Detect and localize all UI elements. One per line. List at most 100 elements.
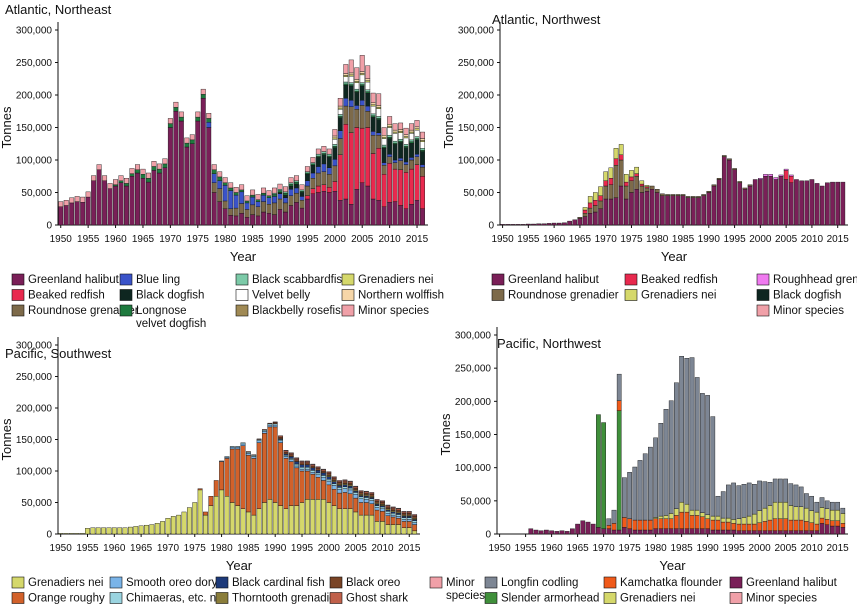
bar-greenland-halibut-1957 (96, 169, 102, 226)
bar-greenland-halibut-2013 (825, 182, 830, 226)
x-tick-label: 1995 (722, 543, 745, 554)
bar-minor-species-1961 (118, 175, 124, 182)
bar-longnose-velvet-dogfish-1964 (135, 169, 140, 174)
bar-roundnose-grenadier-2001 (337, 138, 343, 156)
bar-grenadiers-nei-1968 (593, 192, 598, 201)
x-tick-label: 1960 (104, 234, 127, 245)
bar-longnose-velvet-dogfish-1980 (222, 182, 228, 186)
bar-roundnose-grenadier-1981 (660, 193, 665, 196)
bar-minor-species-1966 (145, 172, 151, 179)
bar-longfin-codling-1984 (674, 382, 679, 509)
bar-greenland-halibut-1961 (118, 182, 124, 226)
bar-greenland-halibut-1950 (500, 224, 505, 226)
bar-grenadiers-nei-2014 (401, 527, 407, 535)
bar-northern-wolffish-2008 (376, 105, 382, 108)
bar-greenland-halibut-1958 (102, 180, 108, 226)
bar-roundnose-grenadier-1978 (644, 187, 650, 192)
legend-swatch-beaked-redfish (624, 273, 638, 286)
x-tick-label: 2010 (379, 234, 402, 245)
bar-greenland-halibut-1990 (705, 528, 710, 535)
bar-grenadiers-nei-2005 (783, 501, 788, 519)
legend-swatch-greenland-halibut (729, 576, 743, 589)
legend: Longfin codling Slender armorhead Kamchatk… (484, 576, 838, 605)
bar-velvet-belly-2015 (414, 129, 420, 137)
bar-grenadiers-nei-2012 (390, 524, 396, 535)
bar-longnose-velvet-dogfish-1984 (244, 200, 250, 204)
legend-label-smooth-oreo-dory: Smooth oreo dory (126, 577, 218, 589)
bar-beaked-redfish-2014 (409, 168, 415, 205)
bar-longfin-codling-1994 (726, 484, 731, 519)
bar-greenland-halibut-1974 (623, 198, 629, 226)
bar-greenland-halibut-1959 (107, 188, 113, 226)
bar-kamchatka-flounder-1976 (632, 519, 638, 531)
bar-greenland-halibut-2006 (788, 530, 794, 535)
bar-minor-species-1992 (288, 177, 294, 183)
bar-black-oreo-1996 (304, 462, 310, 465)
bar-kamchatka-flounder-1973 (616, 400, 622, 411)
bar-chimaeras-etc-nei-1983 (235, 446, 241, 448)
bar-grenadiers-nei-1974 (623, 174, 629, 183)
bar-longnose-velvet-dogfish-1987 (261, 192, 267, 196)
bar-orange-roughy-1995 (299, 470, 305, 503)
bar-kamchatka-flounder-1990 (705, 518, 710, 529)
bar-greenland-halibut-1979 (217, 201, 223, 226)
legend-swatch-greenland-halibut (11, 273, 25, 286)
bar-kamchatka-flounder-2003 (772, 518, 778, 531)
bar-smooth-oreo-dory-1984 (240, 443, 246, 447)
legend-label-greenland-halibut: Greenland halibut (508, 274, 600, 286)
bar-velvet-belly-2009 (381, 138, 387, 146)
x-tick-label: 2015 (406, 234, 429, 245)
legend-label-roundnose-grenadier: Roundnose grenadier (508, 290, 619, 302)
bar-grenadiers-nei-1991 (278, 505, 283, 535)
bar-minor-species-2013 (396, 507, 401, 510)
bar-orange-roughy-1987 (256, 442, 262, 509)
bar-blue-ling-1978 (211, 173, 217, 183)
y-tick-label: 300,000 (455, 331, 492, 342)
legend-label-minor-species: Minor (446, 577, 475, 589)
bar-grenadiers-nei-1971 (170, 516, 176, 535)
x-tick-label: 2005 (775, 234, 798, 245)
bar-grenadiers-nei-2016 (412, 530, 418, 535)
bar-grenadiers-nei-1990 (272, 502, 278, 535)
bar-greenland-halibut-1957 (533, 529, 539, 535)
bar-grenadiers-nei-1983 (235, 505, 241, 535)
bar-black-oreo-1999 (321, 470, 326, 474)
bar-greenland-halibut-1993 (721, 156, 727, 226)
bar-greenland-halibut-1961 (554, 531, 560, 535)
bar-minor-species-2016 (420, 131, 425, 139)
bar-black-scabbardfish-2005 (359, 82, 365, 85)
bar-greenland-halibut-1999 (752, 530, 757, 535)
bar-greenland-halibut-1989 (272, 214, 277, 226)
bar-longfin-codling-1993 (720, 491, 726, 519)
bar-minor-species-2000 (326, 471, 332, 473)
bar-minor-species-1996 (304, 460, 310, 462)
y-axis-label: Tonnes (0, 106, 14, 148)
bar-grenadiers-nei-2013 (396, 524, 401, 535)
bar-greenland-halibut-2013 (403, 208, 409, 226)
bar-roundnose-grenadier-1991 (711, 184, 717, 187)
bar-northern-wolffish-2006 (365, 78, 371, 81)
bar-chimaeras-etc-nei-2005 (353, 492, 359, 495)
bar-grenadiers-nei-1996 (736, 518, 742, 525)
bar-grenadiers-nei-2004 (347, 508, 353, 535)
bar-grenadiers-nei-1967 (587, 196, 593, 204)
bar-longfin-codling-1978 (642, 453, 648, 521)
bar-greenland-halibut-2000 (758, 179, 763, 226)
bar-greenland-halibut-2007 (370, 198, 376, 226)
x-tick-label: 1990 (696, 543, 719, 554)
bar-grenadiers-nei-1978 (208, 505, 214, 535)
bar-blue-ling-2016 (420, 164, 425, 168)
bar-roundnose-grenadier-1997 (742, 187, 748, 190)
bar-beaked-redfish-2016 (420, 176, 425, 209)
bar-minor-species-1962 (124, 177, 129, 184)
bar-longnose-velvet-dogfish-1962 (124, 183, 129, 187)
bar-blue-ling-1984 (244, 202, 250, 210)
bar-greenland-halibut-1977 (206, 127, 212, 226)
bar-longfin-codling-1976 (632, 466, 638, 521)
legend-label-black-oreo: Black oreo (346, 577, 400, 589)
bar-grenadiers-nei-1995 (731, 519, 736, 524)
bar-greenland-halibut-2016 (840, 181, 846, 226)
bar-longnose-velvet-dogfish-1966 (145, 177, 151, 183)
bar-kamchatka-flounder-1978 (642, 519, 648, 531)
bar-longfin-codling-1997 (741, 484, 747, 518)
